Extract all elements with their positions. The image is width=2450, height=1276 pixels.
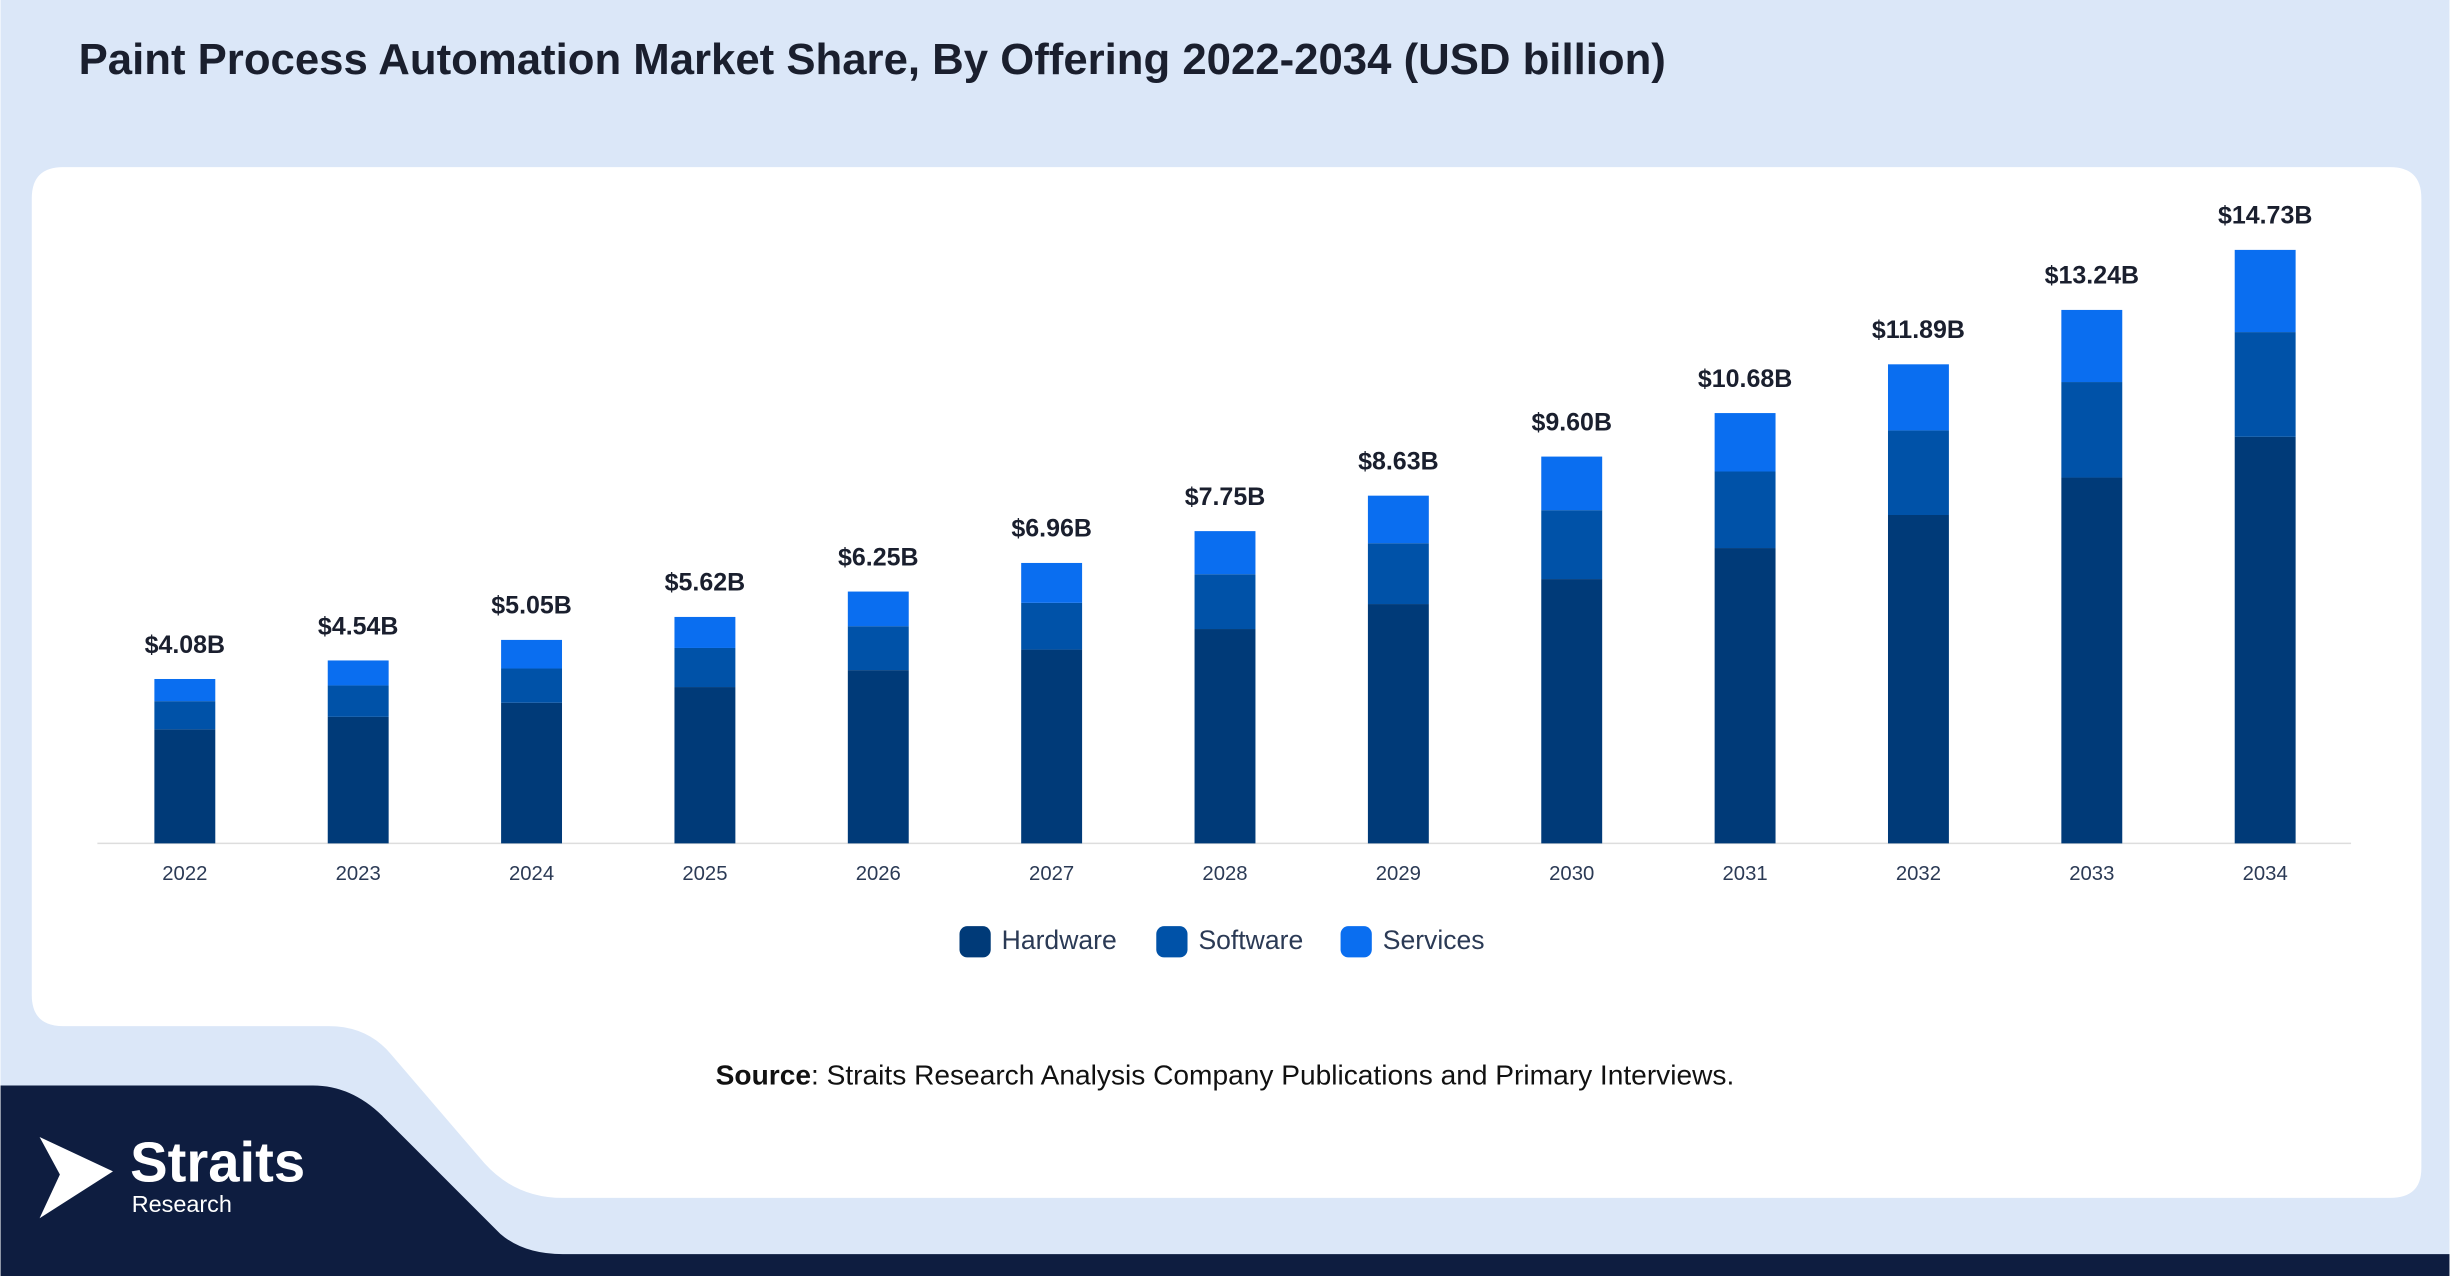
total-label: $6.96B — [1011, 515, 1092, 543]
bar-segment — [847, 626, 909, 671]
total-label: $7.75B — [1185, 483, 1266, 511]
x-tick-label: 2026 — [856, 863, 901, 885]
bar-segment — [327, 685, 389, 717]
bar-segment — [1541, 579, 1603, 844]
bar-segment — [1887, 515, 1949, 844]
total-label: $10.68B — [1698, 365, 1792, 393]
bar-segment — [154, 678, 216, 702]
bar-segment — [327, 716, 389, 844]
total-label: $14.73B — [2218, 202, 2312, 230]
bar-segment — [2234, 249, 2296, 333]
x-tick-label: 2031 — [1723, 863, 1768, 885]
total-label: $9.60B — [1531, 408, 1612, 436]
legend-label: Services — [1383, 925, 1485, 955]
bar-segment — [1887, 430, 1949, 516]
bar-segment — [1367, 604, 1429, 844]
legend-swatch — [1340, 926, 1372, 958]
bar-segment — [847, 670, 909, 844]
bar-segment — [2061, 382, 2123, 478]
x-tick-label: 2029 — [1376, 863, 1421, 885]
bar-segment — [154, 729, 216, 844]
bar-segment — [674, 687, 736, 844]
bar-segment — [1887, 364, 1949, 431]
bar-segment — [501, 702, 563, 844]
legend-swatch — [1156, 926, 1188, 958]
source-text: : Straits Research Analysis Company Publ… — [811, 1060, 1734, 1091]
total-label: $4.08B — [145, 631, 226, 659]
total-label: $4.54B — [318, 612, 399, 640]
bar-segment — [1367, 495, 1429, 544]
bar-segment — [1714, 548, 1776, 844]
bar-segment — [1194, 574, 1256, 630]
bar-segment — [2234, 332, 2296, 437]
x-tick-label: 2034 — [2243, 863, 2288, 885]
x-tick-label: 2025 — [682, 863, 727, 885]
bar-segment — [1194, 531, 1256, 575]
bar-segment — [1541, 456, 1603, 511]
bar-segment — [1021, 562, 1083, 603]
total-label: $13.24B — [2045, 262, 2139, 290]
bar-segment — [501, 639, 563, 669]
total-label: $6.25B — [838, 543, 919, 571]
bar-segment — [2061, 477, 2123, 844]
bar-segment — [501, 668, 563, 703]
x-tick-label: 2023 — [336, 863, 381, 885]
total-label: $5.05B — [491, 592, 572, 620]
bar-segment — [327, 660, 389, 686]
footer-band — [0, 1085, 2450, 1276]
x-tick-label: 2022 — [162, 863, 207, 885]
logo-sub: Research — [132, 1191, 232, 1217]
x-tick-label: 2028 — [1202, 863, 1247, 885]
x-tick-label: 2033 — [2069, 863, 2114, 885]
bar-segment — [674, 616, 736, 648]
logo-name: Straits — [130, 1131, 305, 1194]
chart-title: Paint Process Automation Market Share, B… — [79, 35, 1666, 84]
bar-segment — [1541, 510, 1603, 580]
bar-segment — [2061, 309, 2123, 383]
bar-segment — [2234, 436, 2296, 844]
bar-segment — [1021, 649, 1083, 844]
x-tick-label: 2027 — [1029, 863, 1074, 885]
legend-label: Hardware — [1002, 925, 1117, 955]
bar-segment — [1714, 471, 1776, 549]
bar-segment — [1021, 602, 1083, 650]
logo-icon — [39, 1136, 113, 1219]
total-label: $5.62B — [665, 569, 746, 597]
bar-segment — [674, 647, 736, 688]
x-tick-label: 2030 — [1549, 863, 1594, 885]
bar-segment — [847, 591, 909, 627]
legend-swatch — [959, 926, 991, 958]
bar-segment — [1367, 543, 1429, 605]
total-label: $11.89B — [1872, 316, 1965, 344]
source: Source: Straits Research Analysis Compan… — [716, 1060, 1735, 1091]
bar-segment — [1714, 413, 1776, 472]
x-tick-label: 2024 — [509, 863, 554, 885]
total-label: $8.63B — [1358, 447, 1439, 475]
source-label: Source — [716, 1060, 811, 1091]
bar-segment — [1194, 629, 1256, 844]
bar-segment — [154, 701, 216, 730]
x-tick-label: 2032 — [1896, 863, 1941, 885]
legend-label: Software — [1198, 925, 1303, 955]
